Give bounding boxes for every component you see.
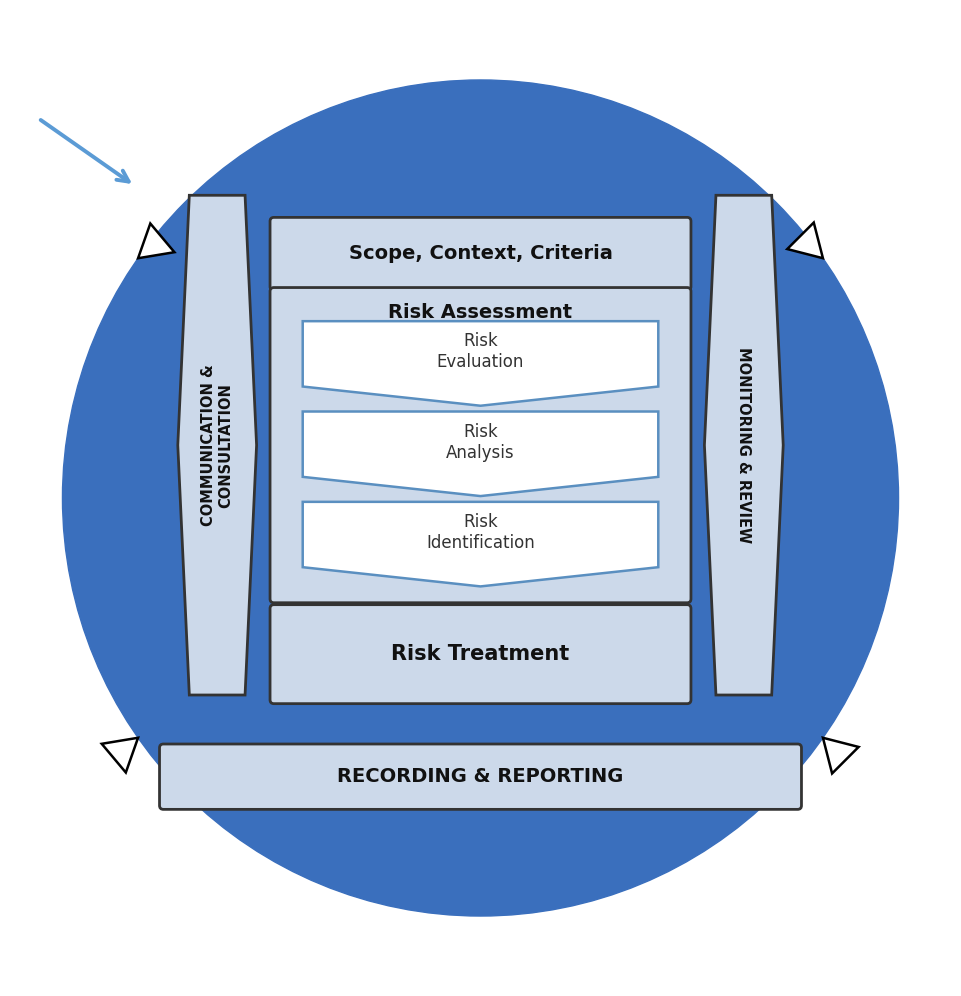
FancyBboxPatch shape xyxy=(270,217,691,291)
Polygon shape xyxy=(823,738,858,774)
Text: COMMUNICATION &
CONSULTATION: COMMUNICATION & CONSULTATION xyxy=(201,365,234,526)
Polygon shape xyxy=(303,411,658,496)
Text: Risk
Evaluation: Risk Evaluation xyxy=(437,333,524,372)
FancyBboxPatch shape xyxy=(270,605,691,703)
Polygon shape xyxy=(102,738,138,773)
Polygon shape xyxy=(138,223,174,258)
Text: Risk Assessment: Risk Assessment xyxy=(388,303,573,322)
Text: Risk
Identification: Risk Identification xyxy=(426,513,535,552)
Text: RECORDING & REPORTING: RECORDING & REPORTING xyxy=(337,767,624,786)
Text: Scope, Context, Criteria: Scope, Context, Criteria xyxy=(349,244,612,263)
Circle shape xyxy=(62,80,899,916)
Polygon shape xyxy=(787,222,823,258)
Text: Risk Treatment: Risk Treatment xyxy=(391,644,570,664)
Polygon shape xyxy=(178,195,257,695)
Text: Risk
Analysis: Risk Analysis xyxy=(446,422,515,461)
FancyBboxPatch shape xyxy=(160,744,801,810)
Text: MONITORING & REVIEW: MONITORING & REVIEW xyxy=(736,347,752,543)
Polygon shape xyxy=(303,321,658,405)
Polygon shape xyxy=(704,195,783,695)
Polygon shape xyxy=(303,502,658,587)
FancyBboxPatch shape xyxy=(270,288,691,603)
